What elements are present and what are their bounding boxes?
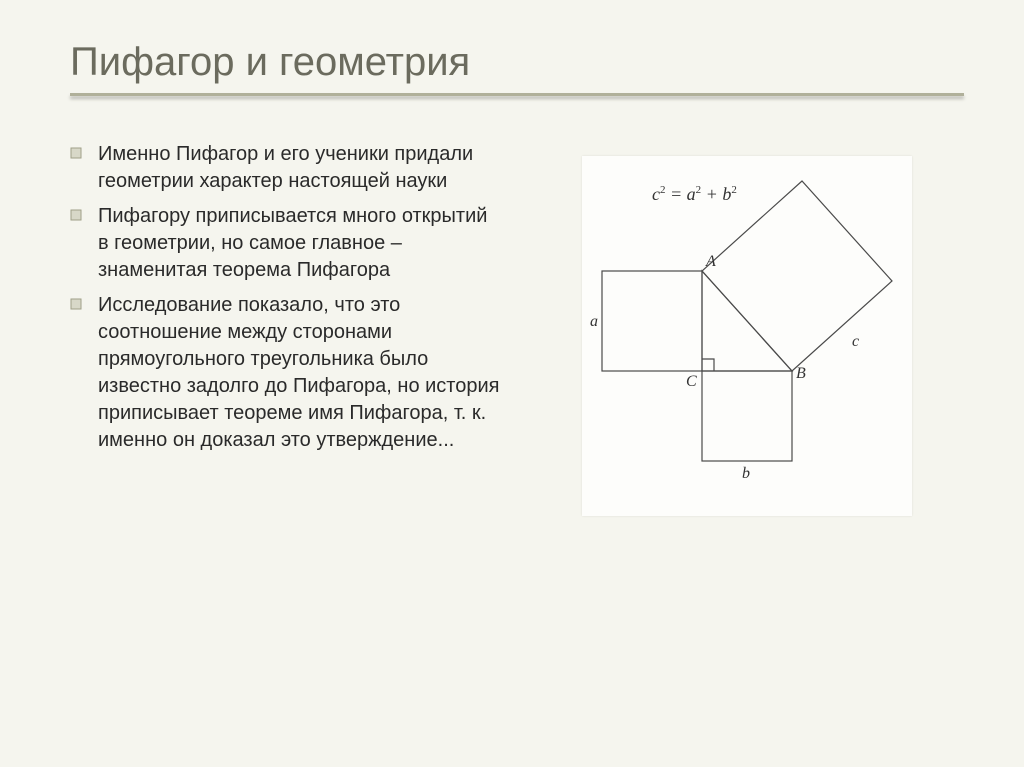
label-b: b	[742, 465, 750, 482]
slide: Пифагор и геометрия Именно Пифагор и его…	[0, 0, 1024, 767]
label-C: C	[686, 373, 697, 390]
bullet-text: Исследование показало, что это соотношен…	[98, 292, 500, 454]
list-item: Исследование показало, что это соотношен…	[70, 292, 500, 454]
label-A: A	[705, 253, 716, 270]
list-item: Пифагору приписывается много открытий в …	[70, 203, 500, 284]
bullet-icon	[70, 298, 88, 312]
bullet-icon	[70, 209, 88, 223]
label-B: B	[796, 365, 806, 382]
title-underline	[70, 93, 964, 96]
title-block: Пифагор и геометрия	[70, 40, 964, 96]
label-c: c	[852, 333, 859, 350]
pythagoras-diagram: c2 = a2 + b2	[582, 156, 912, 516]
bullet-text: Именно Пифагор и его ученики придали гео…	[98, 141, 500, 195]
bullet-text: Пифагору приписывается много открытий в …	[98, 203, 500, 284]
page-title: Пифагор и геометрия	[70, 40, 964, 93]
label-a: a	[590, 313, 598, 330]
diagram-column: c2 = a2 + b2	[530, 141, 964, 516]
bullet-icon	[70, 147, 88, 161]
list-item: Именно Пифагор и его ученики придали гео…	[70, 141, 500, 195]
geometry-svg: A B C a b c	[582, 156, 912, 516]
content-row: Именно Пифагор и его ученики придали гео…	[70, 141, 964, 516]
text-column: Именно Пифагор и его ученики придали гео…	[70, 141, 500, 516]
